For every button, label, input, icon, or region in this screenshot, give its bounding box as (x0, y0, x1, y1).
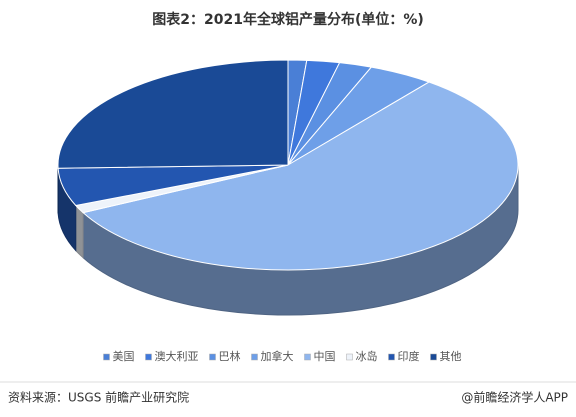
pie-side (75, 204, 84, 259)
legend-label: 美国 (113, 350, 135, 363)
legend-swatch (346, 353, 353, 361)
legend-swatch (388, 353, 395, 361)
legend-label: 中国 (314, 350, 336, 363)
legend-label: 其他 (440, 350, 462, 363)
legend-label: 加拿大 (261, 349, 294, 363)
legend-label: 巴林 (219, 349, 241, 363)
source: 资料来源：USGS 前瞻产业研究院 (8, 390, 189, 405)
credit: @前瞻经济学人APP (461, 390, 568, 405)
legend-label: 印度 (398, 349, 420, 363)
pie-slice (82, 81, 519, 271)
legend-swatch (304, 353, 311, 361)
legend-swatch (430, 353, 437, 361)
legend-swatch (251, 353, 258, 361)
pie-slice (57, 59, 289, 169)
legend-swatch (103, 353, 110, 361)
legend-swatch (209, 353, 216, 361)
legend-swatch (145, 353, 152, 361)
legend-label: 冰岛 (356, 349, 378, 363)
legend-label: 澳大利亚 (155, 349, 199, 363)
chart-title: 图表2：2021年全球铝产量分布(单位：%) (152, 11, 424, 28)
